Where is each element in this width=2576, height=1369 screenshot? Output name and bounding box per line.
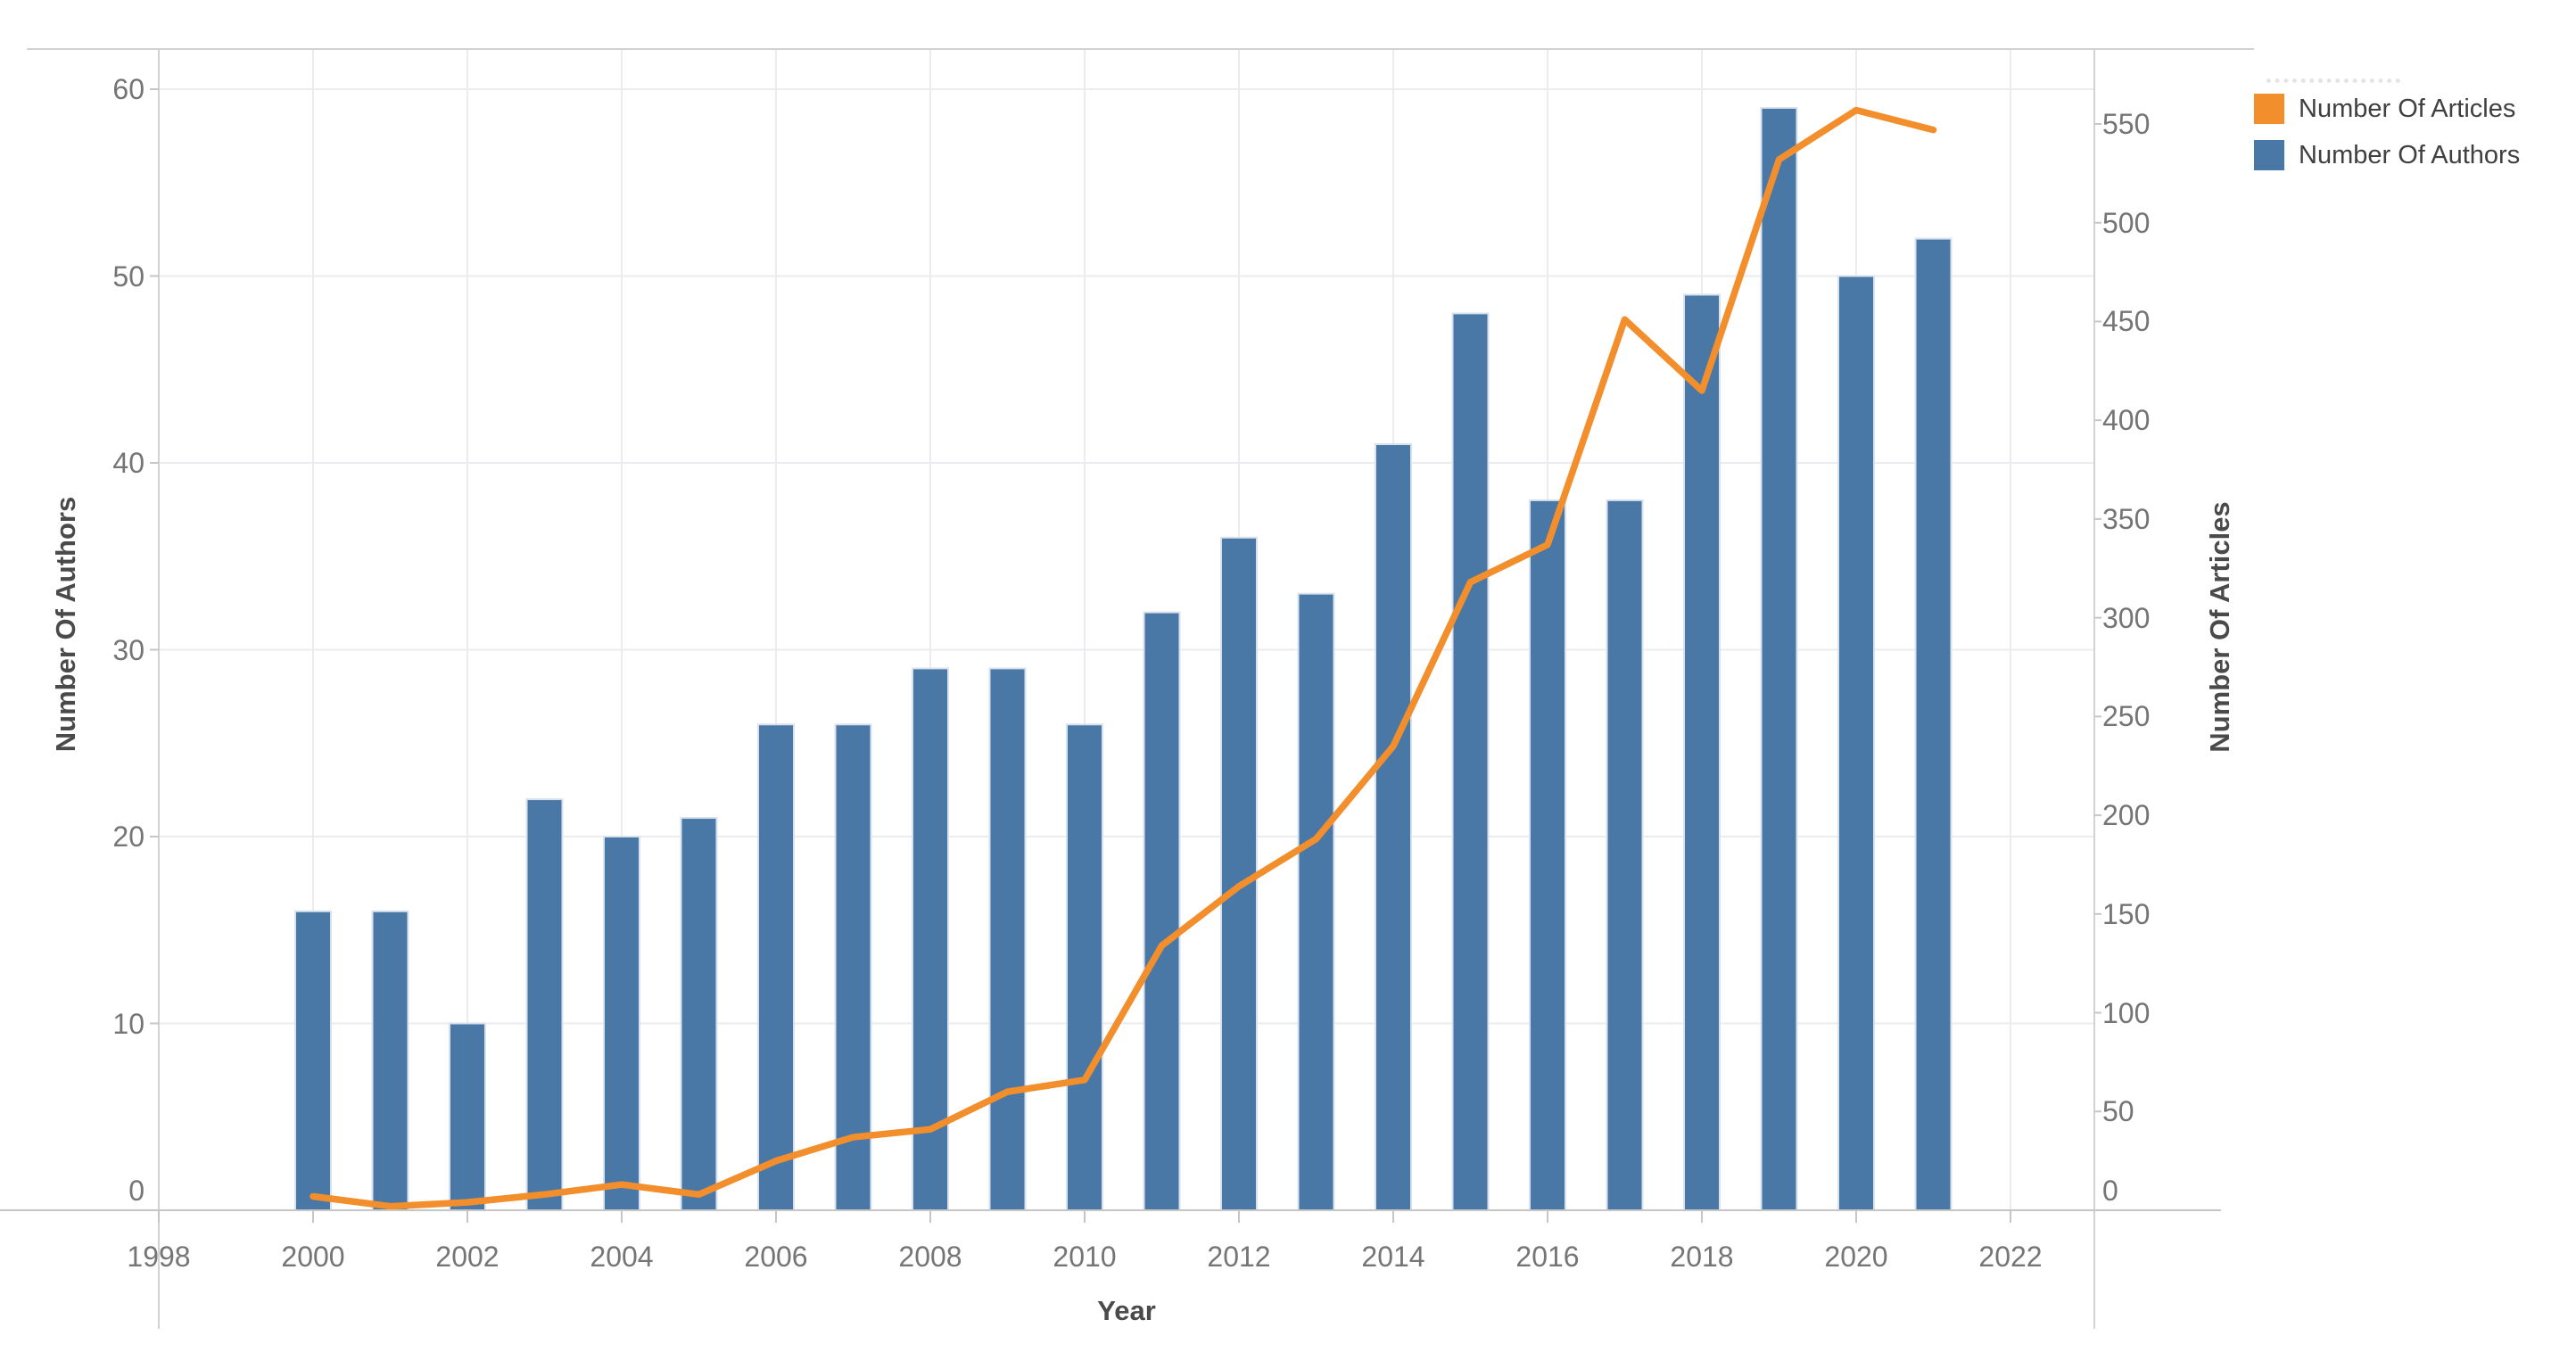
bar-2003[interactable]: [525, 798, 564, 1211]
right-y-tick-label: 200: [2102, 799, 2151, 832]
bar-2001[interactable]: [371, 910, 409, 1211]
bar-2010[interactable]: [1066, 723, 1103, 1211]
bar-2019[interactable]: [1760, 106, 1798, 1212]
x-axis-title: Year: [1097, 1295, 1156, 1326]
right-y-tick-label: 250: [2102, 700, 2151, 733]
articles-line[interactable]: [310, 106, 1937, 1210]
x-tick-label: 2016: [1515, 1241, 1580, 1273]
left-y-tick-label: 40: [112, 447, 144, 479]
left-y-tick-label: 60: [112, 73, 144, 105]
x-tick-label: 1998: [127, 1241, 191, 1273]
right-y-tick-label: 400: [2102, 404, 2151, 437]
bar-2000[interactable]: [294, 910, 332, 1211]
x-tick-label: 2000: [281, 1241, 345, 1273]
left-y-tick-label: 50: [112, 260, 144, 293]
bar-2016[interactable]: [1529, 499, 1566, 1211]
x-tick-label: 2012: [1207, 1241, 1271, 1273]
right-y-tick-label: 550: [2102, 108, 2151, 141]
x-tick-label: 2006: [744, 1241, 808, 1273]
right-axis-title: Number Of Articles: [2204, 501, 2235, 753]
right-y-tick-label: 150: [2102, 897, 2151, 930]
left-y-tick-label: 30: [112, 633, 144, 666]
bar-2014[interactable]: [1375, 443, 1412, 1211]
bar-2009[interactable]: [988, 667, 1027, 1211]
right-y-tick-label: 100: [2102, 996, 2151, 1029]
right-y-tick-label: 500: [2102, 206, 2151, 239]
bar-2011[interactable]: [1143, 611, 1181, 1211]
x-tick-label: 2014: [1361, 1241, 1425, 1273]
bar-2018[interactable]: [1683, 293, 1721, 1212]
bar-2012[interactable]: [1220, 536, 1258, 1211]
bar-2013[interactable]: [1297, 592, 1335, 1211]
bar-2015[interactable]: [1451, 312, 1490, 1211]
bar-2021[interactable]: [1914, 237, 1953, 1212]
legend-label-authors: Number Of Authors: [2299, 141, 2521, 169]
left-y-tick-label: 10: [112, 1007, 144, 1040]
legend: Number Of Articles Number Of Authors: [2254, 78, 2520, 186]
legend-item-authors[interactable]: Number Of Authors: [2254, 140, 2520, 170]
legend-title-faint: [2266, 78, 2400, 83]
x-tick-label: 2020: [1824, 1241, 1888, 1273]
bar-2017[interactable]: [1606, 499, 1644, 1211]
legend-swatch-authors-icon: [2254, 140, 2284, 170]
x-tick-label: 2022: [1978, 1241, 2043, 1273]
right-y-tick-label: 350: [2102, 502, 2151, 535]
x-tick-label: 2018: [1670, 1241, 1734, 1273]
left-y-tick-label: 20: [112, 821, 144, 853]
bar-2006[interactable]: [757, 723, 795, 1211]
bar-2005[interactable]: [680, 817, 718, 1211]
x-tick-label: 2010: [1053, 1241, 1117, 1273]
legend-swatch-articles-icon: [2254, 94, 2284, 124]
left-axis-title: Number Of Authors: [50, 496, 81, 753]
right-y-tick-label: 50: [2102, 1095, 2134, 1128]
legend-item-articles[interactable]: Number Of Articles: [2254, 94, 2520, 124]
legend-label-articles: Number Of Articles: [2299, 95, 2516, 123]
x-tick-label: 2002: [435, 1241, 500, 1273]
right-y-tick-label: 450: [2102, 305, 2151, 338]
left-y-tick-label: 0: [128, 1175, 144, 1207]
bar-2020[interactable]: [1837, 275, 1875, 1211]
x-tick-label: 2004: [590, 1241, 654, 1273]
right-y-tick-label: 300: [2102, 601, 2151, 634]
bar-2002[interactable]: [449, 1022, 486, 1211]
x-tick-label: 2008: [898, 1241, 962, 1273]
right-y-tick-label: 0: [2102, 1175, 2118, 1207]
bar-2004[interactable]: [603, 836, 640, 1211]
